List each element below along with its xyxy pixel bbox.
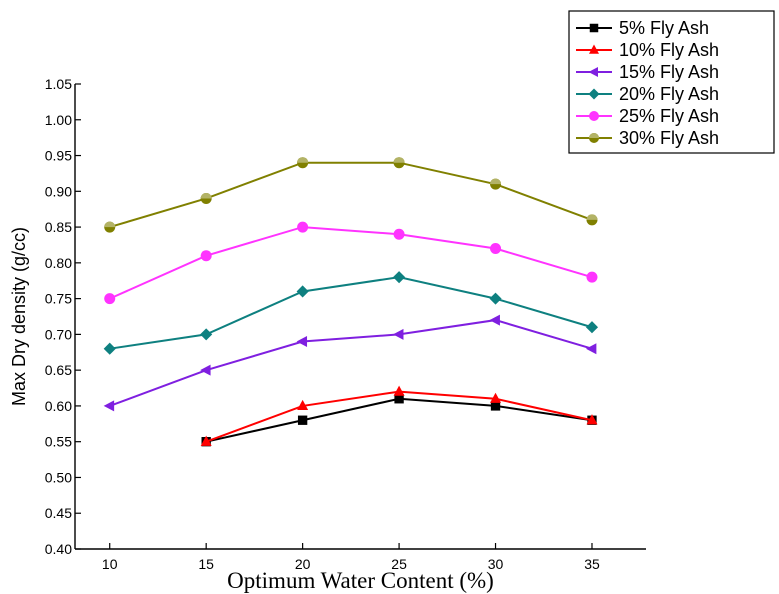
series-line	[109, 226, 593, 300]
y-tick-label: 0.65	[45, 362, 72, 378]
x-ticks: 10 15 20 25 30 35	[102, 543, 600, 572]
data-point	[103, 400, 115, 412]
legend-entry: 30% Fly Ash	[576, 128, 719, 148]
data-point	[393, 271, 406, 284]
y-tick-label: 0.50	[45, 469, 72, 485]
legend-marker	[589, 133, 599, 143]
data-point	[490, 243, 502, 255]
y-tick-label: 0.90	[45, 183, 72, 199]
y-tick-label: 0.60	[45, 398, 72, 414]
legend-box	[568, 10, 775, 154]
data-point	[200, 192, 212, 204]
y-tick-label: 1.05	[45, 76, 72, 92]
y-tick-label: 0.95	[45, 148, 72, 164]
series-4	[103, 271, 599, 355]
legend-marker	[588, 67, 598, 77]
series-line	[109, 319, 593, 407]
y-tick-label: 0.55	[45, 434, 72, 450]
x-tick-label: 25	[391, 556, 407, 572]
data-point	[393, 157, 405, 169]
data-point	[490, 392, 502, 403]
data-point	[297, 157, 309, 169]
x-tick-label: 15	[198, 556, 214, 572]
data-point	[393, 328, 404, 340]
data-point	[297, 399, 309, 411]
y-tick-label: 1.00	[45, 112, 72, 128]
data-point	[104, 293, 116, 305]
legend-entry: 20% Fly Ash	[576, 84, 719, 104]
data-point	[393, 385, 405, 396]
x-tick-label: 10	[102, 556, 118, 572]
y-tick-label: 0.75	[45, 291, 72, 307]
y-tick-label: 0.80	[45, 255, 72, 271]
data-point	[489, 292, 502, 305]
legend-label: 25% Fly Ash	[619, 106, 719, 126]
series-line	[109, 276, 593, 350]
y-ticks: 0.40 0.45 0.50 0.55 0.60 0.65 0.70 0.75 0.80 0.85…	[45, 76, 81, 557]
legend-marker	[589, 23, 599, 33]
x-tick-label: 20	[295, 556, 311, 572]
data-point	[394, 394, 404, 404]
legend-entry: 15% Fly Ash	[576, 62, 719, 82]
legend-label: 20% Fly Ash	[619, 84, 719, 104]
y-tick-label: 0.70	[45, 326, 72, 342]
legend-marker	[589, 111, 599, 121]
legend-entry: 5% Fly Ash	[576, 18, 709, 38]
data-point	[200, 364, 211, 376]
series-6	[104, 157, 598, 233]
legend-label: 30% Fly Ash	[619, 128, 719, 148]
legend-marker	[588, 88, 600, 100]
data-point	[393, 228, 405, 240]
data-point	[200, 250, 212, 262]
data-point	[586, 271, 598, 283]
data-point	[103, 342, 116, 355]
data-point	[200, 435, 212, 446]
data-point	[585, 321, 599, 334]
series-5	[104, 221, 598, 305]
legend-label: 5% Fly Ash	[619, 18, 709, 38]
legend-label: 15% Fly Ash	[619, 62, 719, 82]
plot-series	[103, 157, 599, 447]
data-point	[200, 328, 213, 341]
y-axis-label: Max Dry density (g/cc)	[9, 227, 29, 406]
data-point	[490, 401, 501, 411]
series-2	[200, 385, 598, 446]
data-point	[297, 415, 308, 425]
x-axis-label: Optimum Water Content (%)	[227, 568, 494, 593]
x-tick-label: 30	[488, 556, 504, 572]
data-point	[586, 214, 598, 226]
x-tick-label: 35	[584, 556, 600, 572]
data-point	[586, 414, 598, 425]
legend-marker	[589, 44, 599, 54]
axes: 0.40 0.45 0.50 0.55 0.60 0.65 0.70 0.75 0.80 0.85…	[45, 76, 646, 572]
data-point	[104, 221, 116, 233]
data-point	[490, 178, 502, 190]
legend-label: 10% Fly Ash	[619, 40, 719, 60]
series-1	[201, 394, 597, 447]
y-tick-label: 0.40	[45, 541, 72, 557]
legend-entry: 25% Fly Ash	[576, 106, 719, 126]
y-tick-label: 0.45	[45, 505, 72, 521]
legend-entry: 10% Fly Ash	[576, 40, 719, 60]
y-tick-label: 0.85	[45, 219, 72, 235]
data-point	[489, 314, 500, 326]
series-line	[109, 161, 593, 229]
data-point	[296, 285, 309, 298]
data-point	[585, 343, 597, 355]
data-point	[297, 221, 309, 233]
data-point	[296, 336, 308, 348]
series-3	[103, 314, 597, 412]
